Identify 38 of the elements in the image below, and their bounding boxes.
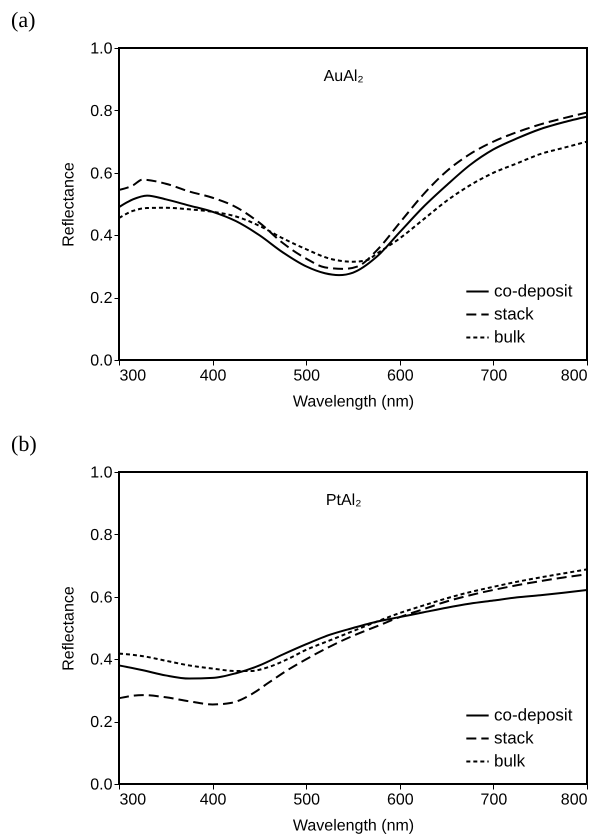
x-tick-label: 400 [200,368,227,384]
y-axis-title: Reflectance [60,162,78,247]
y-tick-label: 0.6 [90,589,113,606]
chart-title: (a) [11,7,36,32]
x-axis-title: Wavelength (nm) [292,394,414,410]
y-tick-label: 0.0 [90,776,113,794]
y-tick-label: 1.0 [90,40,113,58]
annotation: PtAl₂ [326,492,362,509]
y-tick-label: 0.8 [90,102,113,120]
legend-label: co-deposit [494,706,573,724]
chart-title: (b) [11,431,37,456]
legend-label: co-deposit [494,282,573,300]
y-axis-title: Reflectance [60,586,78,671]
x-tick-label: 500 [293,792,320,808]
x-tick-label: 800 [560,368,588,384]
y-tick-label: 0.2 [90,290,113,308]
x-tick-label: 700 [480,792,508,808]
x-axis-title: Wavelength (nm) [292,818,414,834]
legend-label: stack [494,728,534,748]
x-tick-label: 600 [386,368,414,384]
legend-label: bulk [494,328,526,346]
legend-label: bulk [494,752,526,770]
y-tick-label: 0.4 [90,228,113,245]
x-tick-label: 500 [293,368,320,384]
annotation: AuAl₂ [324,68,364,85]
y-tick-label: 0.0 [90,352,113,370]
x-tick-label: 700 [480,368,508,384]
y-tick-label: 0.8 [90,526,113,544]
y-tick-label: 0.2 [90,714,113,732]
x-tick-label: 300 [120,792,146,808]
x-tick-label: 600 [386,792,414,808]
y-tick-label: 0.6 [90,165,113,182]
legend-label: stack [494,304,534,324]
x-tick-label: 300 [120,368,146,384]
x-tick-label: 800 [560,792,588,808]
y-tick-label: 1.0 [90,464,113,482]
y-tick-label: 0.4 [90,652,113,669]
x-tick-label: 400 [200,792,227,808]
